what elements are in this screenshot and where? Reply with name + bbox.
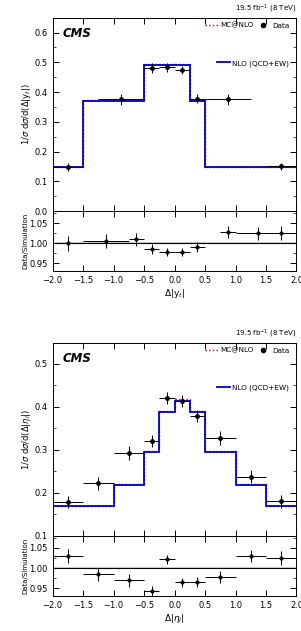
Text: CMS: CMS: [62, 27, 91, 40]
Legend: NLO (QCD+EW): NLO (QCD+EW): [217, 60, 289, 66]
Y-axis label: 1/$\sigma$ d$\sigma$/d($\Delta$|$\eta_l$|): 1/$\sigma$ d$\sigma$/d($\Delta$|$\eta_l$…: [20, 408, 33, 470]
X-axis label: $\Delta$|y$_t$|: $\Delta$|y$_t$|: [164, 286, 185, 300]
Y-axis label: Data/Simulation: Data/Simulation: [22, 538, 28, 594]
Y-axis label: 1/$\sigma$ d$\sigma$/d($\Delta$|y$_t$|): 1/$\sigma$ d$\sigma$/d($\Delta$|y$_t$|): [20, 83, 33, 145]
X-axis label: $\Delta$|$\eta_l$|: $\Delta$|$\eta_l$|: [164, 611, 185, 625]
Text: 19.5 fb$^{-1}$ (8 TeV): 19.5 fb$^{-1}$ (8 TeV): [235, 3, 296, 15]
Text: CMS: CMS: [62, 352, 91, 365]
Y-axis label: Data/Simulation: Data/Simulation: [22, 213, 28, 269]
Text: 19.5 fb$^{-1}$ (8 TeV): 19.5 fb$^{-1}$ (8 TeV): [235, 327, 296, 339]
Legend: NLO (QCD+EW): NLO (QCD+EW): [217, 385, 289, 391]
